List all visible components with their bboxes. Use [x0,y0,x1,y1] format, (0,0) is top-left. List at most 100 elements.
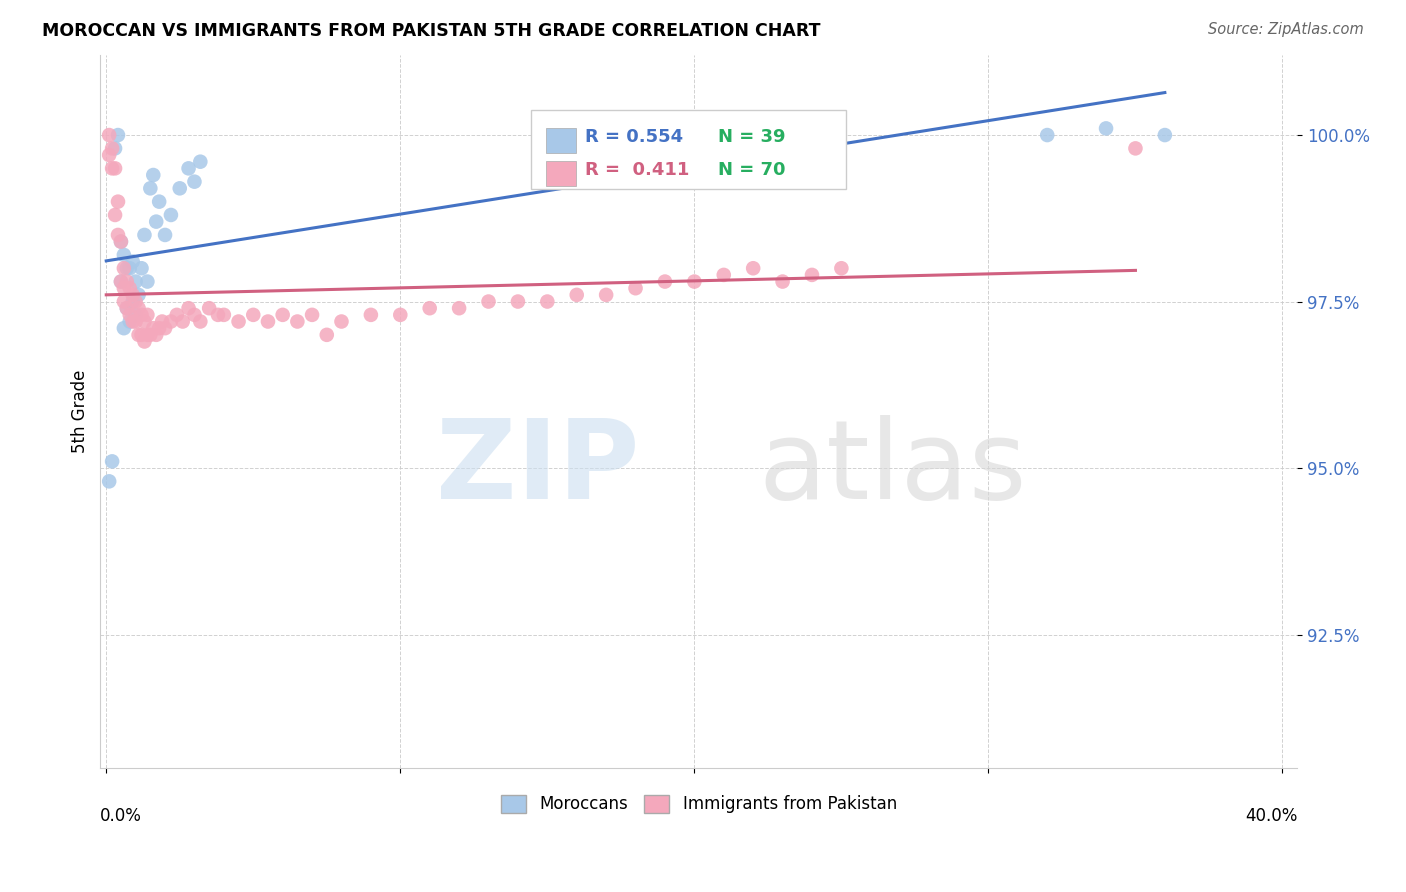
Point [112,261,135,276]
Point [131,261,153,276]
Point [104,161,127,176]
Point [1153,128,1175,142]
Point [419,301,441,316]
Point [506,294,529,309]
Point [104,141,127,155]
Y-axis label: 5th Grade: 5th Grade [72,370,89,453]
Point [131,308,153,322]
Text: N = 39: N = 39 [718,128,786,145]
Point [242,308,264,322]
Legend: Moroccans, Immigrants from Pakistan: Moroccans, Immigrants from Pakistan [494,788,904,820]
Point [683,154,706,169]
Point [98,148,121,162]
Point [830,261,852,276]
Point [713,268,735,282]
Point [668,135,690,149]
Point [153,227,176,242]
Point [118,308,141,322]
Point [228,314,250,328]
Point [98,128,121,142]
Point [136,308,159,322]
Text: R =  0.411: R = 0.411 [585,161,689,178]
Point [115,261,138,276]
Point [139,181,162,195]
Point [136,327,159,342]
Point [124,314,146,328]
Point [121,314,143,328]
Point [131,327,153,342]
Point [360,308,382,322]
Point [110,275,132,289]
Text: atlas: atlas [759,415,1028,522]
Point [124,294,146,309]
Point [134,227,156,242]
Point [697,141,720,155]
Point [638,141,661,155]
Point [742,261,765,276]
Point [101,454,124,468]
Point [624,281,647,295]
Point [654,148,676,162]
Point [107,227,129,242]
Point [124,275,146,289]
Point [128,327,150,342]
Text: R = 0.554: R = 0.554 [585,128,683,145]
Point [183,308,205,322]
Point [121,254,143,268]
Point [110,235,132,249]
Point [121,294,143,309]
Point [160,314,183,328]
Point [136,275,159,289]
Point [121,288,143,302]
Point [112,294,135,309]
Text: 0.0%: 0.0% [100,807,142,825]
Text: MOROCCAN VS IMMIGRANTS FROM PAKISTAN 5TH GRADE CORRELATION CHART: MOROCCAN VS IMMIGRANTS FROM PAKISTAN 5TH… [42,22,821,40]
Text: Source: ZipAtlas.com: Source: ZipAtlas.com [1208,22,1364,37]
Point [153,321,176,335]
Point [1095,121,1118,136]
Text: N = 70: N = 70 [718,161,786,178]
Point [315,327,337,342]
Point [118,281,141,295]
Point [188,314,211,328]
Point [169,181,191,195]
Point [1036,128,1059,142]
Point [177,161,200,176]
Point [148,321,170,335]
Point [115,275,138,289]
Point [148,194,170,209]
Point [112,248,135,262]
Point [257,314,280,328]
Point [110,275,132,289]
Point [565,288,588,302]
Text: ZIP: ZIP [436,415,638,522]
Point [134,314,156,328]
Point [301,308,323,322]
Point [142,168,165,182]
Point [287,314,309,328]
Text: 40.0%: 40.0% [1244,807,1298,825]
Point [772,275,794,289]
Point [118,314,141,328]
Point [271,308,294,322]
Point [124,308,146,322]
Point [212,308,235,322]
Point [98,475,121,489]
Point [683,275,706,289]
Point [104,208,127,222]
Point [172,314,194,328]
Point [134,334,156,349]
Point [166,308,188,322]
Point [449,301,471,316]
Point [145,327,167,342]
Point [112,321,135,335]
Point [1125,141,1147,155]
Point [139,327,162,342]
Point [107,194,129,209]
Point [128,301,150,316]
Point [115,301,138,316]
Point [389,308,412,322]
Point [112,281,135,295]
Point [624,148,647,162]
Point [142,321,165,335]
